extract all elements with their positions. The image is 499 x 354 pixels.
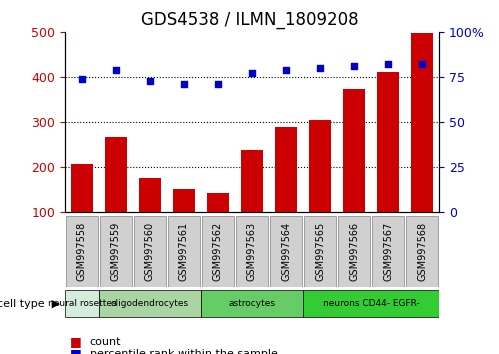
- Text: GSM997567: GSM997567: [383, 222, 393, 281]
- Text: cell type  ▶: cell type ▶: [0, 298, 60, 309]
- Point: [316, 65, 324, 71]
- Text: GSM997558: GSM997558: [77, 222, 87, 281]
- Bar: [303, 290, 439, 317]
- Bar: [168, 216, 200, 287]
- Bar: [343, 89, 365, 258]
- Text: GSM997559: GSM997559: [111, 222, 121, 281]
- Bar: [338, 216, 370, 287]
- Text: GSM997568: GSM997568: [417, 222, 427, 281]
- Bar: [269, 216, 302, 287]
- Bar: [304, 216, 336, 287]
- Bar: [241, 150, 263, 258]
- Text: GSM997562: GSM997562: [213, 222, 223, 281]
- Point: [350, 63, 358, 69]
- Bar: [236, 216, 268, 287]
- Bar: [202, 216, 235, 287]
- Point: [214, 81, 222, 87]
- Point: [78, 76, 86, 82]
- Point: [282, 67, 290, 73]
- Point: [112, 67, 120, 73]
- Bar: [100, 216, 132, 287]
- Bar: [173, 189, 195, 258]
- Text: oligodendrocytes: oligodendrocytes: [111, 299, 189, 308]
- Bar: [65, 290, 99, 317]
- Text: GSM997561: GSM997561: [179, 222, 189, 281]
- Text: neurons CD44- EGFR-: neurons CD44- EGFR-: [323, 299, 420, 308]
- Bar: [372, 216, 404, 287]
- Text: GSM997564: GSM997564: [281, 222, 291, 281]
- Bar: [207, 193, 229, 258]
- Bar: [275, 127, 297, 258]
- Point: [180, 81, 188, 87]
- Text: GDS4538 / ILMN_1809208: GDS4538 / ILMN_1809208: [141, 11, 358, 29]
- Bar: [71, 164, 93, 258]
- Text: percentile rank within the sample: percentile rank within the sample: [90, 349, 278, 354]
- Text: ■: ■: [70, 348, 82, 354]
- Point: [146, 78, 154, 84]
- Point: [418, 62, 426, 67]
- Text: count: count: [90, 337, 121, 347]
- Point: [384, 62, 392, 67]
- Bar: [65, 216, 98, 287]
- Bar: [411, 33, 433, 258]
- Bar: [105, 137, 127, 258]
- Bar: [99, 290, 201, 317]
- Text: GSM997566: GSM997566: [349, 222, 359, 281]
- Text: ■: ■: [70, 335, 82, 348]
- Text: neural rosettes: neural rosettes: [47, 299, 116, 308]
- Text: astrocytes: astrocytes: [229, 299, 275, 308]
- Bar: [377, 73, 399, 258]
- Text: GSM997560: GSM997560: [145, 222, 155, 281]
- Point: [248, 70, 256, 76]
- Bar: [406, 216, 439, 287]
- Bar: [139, 178, 161, 258]
- Text: GSM997565: GSM997565: [315, 222, 325, 281]
- Bar: [309, 120, 331, 258]
- Bar: [201, 290, 303, 317]
- Text: GSM997563: GSM997563: [247, 222, 257, 281]
- Bar: [134, 216, 166, 287]
